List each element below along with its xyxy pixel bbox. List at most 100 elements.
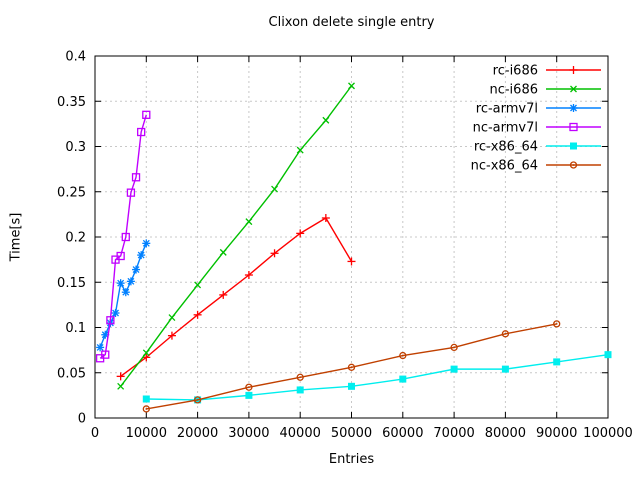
plus-marker-icon	[347, 257, 356, 266]
square-open-marker-icon	[131, 173, 141, 182]
y-tick-label: 0.1	[65, 321, 86, 336]
square-filled-marker-icon	[296, 386, 304, 394]
x-tick-label: 100000	[583, 426, 633, 441]
square-open-marker-icon	[121, 232, 130, 242]
y-tick-label: 0.15	[57, 276, 86, 291]
legend-label: nc-x86_64	[471, 159, 538, 174]
cross-marker-icon	[570, 85, 577, 93]
y-tick-label: 0	[78, 412, 86, 427]
x-tick-label: 60000	[382, 426, 423, 441]
legend-entry: nc-i686	[489, 83, 601, 98]
x-tick-label: 80000	[485, 426, 526, 441]
plus-marker-icon	[167, 331, 176, 340]
cross-marker-icon	[296, 146, 304, 154]
y-tick-label: 0.2	[65, 231, 86, 246]
asterisk-marker-icon	[126, 277, 135, 286]
legend-label: rc-armv7l	[476, 102, 538, 117]
circle-open-marker-icon	[296, 373, 304, 381]
plus-marker-icon	[116, 372, 125, 381]
cross-marker-icon	[168, 314, 176, 322]
square-filled-marker-icon	[399, 375, 407, 383]
series-line	[120, 85, 353, 387]
plus-marker-icon	[296, 229, 305, 238]
square-filled-marker-icon	[142, 395, 150, 403]
legend-entry: rc-armv7l	[476, 102, 601, 117]
square-open-marker-icon	[137, 127, 146, 137]
x-tick-label: 90000	[536, 426, 577, 441]
series-line	[146, 353, 609, 401]
chart-title: Clixon delete single entry	[268, 15, 435, 30]
cross-marker-icon	[142, 349, 150, 357]
square-open-marker-icon	[569, 122, 578, 132]
square-filled-marker-icon	[450, 365, 458, 373]
plus-marker-icon	[569, 66, 578, 74]
asterisk-marker-icon	[132, 265, 141, 274]
y-tick-label: 0.3	[65, 140, 86, 155]
plus-marker-icon	[193, 310, 202, 319]
square-open-marker-icon	[106, 316, 115, 325]
square-filled-marker-icon	[604, 351, 612, 359]
y-tick-label: 0.35	[57, 95, 86, 110]
cross-marker-icon	[194, 281, 202, 289]
square-filled-marker-icon	[570, 142, 577, 150]
y-tick-label: 0.05	[57, 366, 86, 381]
circle-open-marker-icon	[347, 363, 356, 371]
plus-marker-icon	[270, 249, 279, 258]
series-line	[99, 243, 147, 348]
square-filled-marker-icon	[348, 382, 355, 390]
legend-entry: rc-i686	[493, 64, 601, 79]
series-nc-x86_64	[142, 320, 561, 413]
legend-entry: rc-x86_64	[474, 140, 601, 155]
plus-marker-icon	[244, 271, 253, 280]
square-filled-marker-icon	[553, 358, 561, 366]
x-tick-label: 40000	[280, 426, 321, 441]
cross-marker-icon	[245, 218, 253, 226]
square-filled-marker-icon	[245, 391, 253, 399]
y-tick-label: 0.4	[65, 50, 86, 65]
asterisk-marker-icon	[96, 343, 105, 352]
series-nc-i686	[117, 82, 355, 390]
circle-open-marker-icon	[569, 161, 578, 169]
legend-label: nc-armv7l	[473, 121, 538, 136]
legend: rc-i686 nc-i686 rc-armv7l nc-armv7l rc-x86_6…	[471, 64, 601, 174]
asterisk-marker-icon	[142, 239, 151, 248]
square-open-marker-icon	[126, 188, 136, 197]
legend-label: nc-i686	[489, 83, 538, 98]
x-tick-label: 20000	[177, 426, 218, 441]
circle-open-marker-icon	[399, 351, 407, 360]
circle-open-marker-icon	[142, 405, 150, 413]
x-tick-label: 70000	[433, 426, 474, 441]
x-tick-label: 0	[91, 426, 99, 441]
y-tick-label: 0.25	[57, 185, 86, 200]
asterisk-marker-icon	[121, 288, 130, 297]
x-tick-label: 30000	[228, 426, 269, 441]
circle-open-marker-icon	[193, 396, 202, 404]
asterisk-marker-icon	[569, 104, 578, 112]
legend-entry: nc-x86_64	[471, 159, 601, 174]
series-rc-armv7l	[96, 239, 151, 352]
cross-marker-icon	[219, 248, 227, 256]
x-tick-label: 10000	[126, 426, 167, 441]
cross-marker-icon	[348, 82, 355, 90]
series-line	[99, 114, 147, 359]
legend-label: rc-x86_64	[474, 140, 538, 155]
circle-open-marker-icon	[450, 343, 458, 352]
cross-marker-icon	[117, 382, 125, 390]
plus-marker-icon	[321, 213, 330, 222]
cross-marker-icon	[322, 116, 330, 124]
square-open-marker-icon	[101, 350, 110, 359]
circle-open-marker-icon	[553, 320, 561, 328]
circle-open-marker-icon	[501, 330, 510, 338]
asterisk-marker-icon	[116, 279, 125, 288]
asterisk-marker-icon	[111, 309, 120, 318]
series-nc-armv7l	[95, 110, 151, 363]
y-axis-label: Time[s]	[8, 212, 24, 262]
series-rc-i686	[116, 213, 356, 381]
cross-marker-icon	[271, 185, 279, 193]
legend-label: rc-i686	[493, 64, 538, 79]
asterisk-marker-icon	[137, 251, 146, 260]
series-line	[120, 217, 353, 377]
square-filled-marker-icon	[501, 365, 509, 373]
